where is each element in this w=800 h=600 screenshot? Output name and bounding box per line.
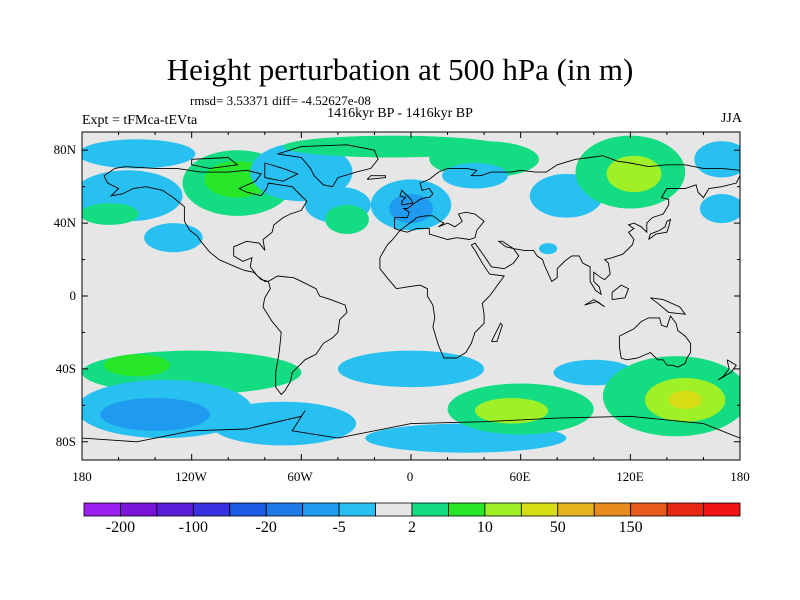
season-label: JJA: [720, 111, 742, 126]
period-label: 1416kyr BP - 1416kyr BP: [327, 106, 473, 121]
anomaly-region: [699, 193, 740, 224]
colorbar-swatch: [593, 502, 632, 517]
colorbar-swatch: [520, 502, 559, 517]
lon-label-60w: 60W: [287, 469, 313, 484]
anomaly-region: [82, 139, 196, 169]
colorbar-label: 10: [476, 519, 493, 536]
anomaly-region: [668, 390, 702, 409]
anomaly-layer: [82, 135, 740, 453]
lat-label-0: 0: [69, 288, 77, 303]
lon-label-120e: 120E: [616, 469, 644, 484]
colorbar-swatch: [484, 502, 522, 517]
coastline: [648, 218, 672, 240]
anomaly-region: [82, 203, 139, 225]
anomaly-region: [474, 398, 549, 424]
colorbar-label: 2: [408, 519, 416, 536]
coastline: [490, 322, 503, 343]
anomaly-region: [144, 223, 203, 253]
coastline: [611, 284, 630, 301]
colorbar-label: 50: [549, 519, 566, 536]
colorbar-swatch: [411, 502, 449, 517]
plot-title: Height perturbation at 500 hPa (in m): [166, 52, 634, 87]
colorbar-swatch: [156, 502, 194, 517]
anomaly-region: [337, 350, 485, 388]
colorbar-swatch: [120, 502, 158, 517]
anomaly-region: [209, 401, 357, 446]
coastline: [379, 155, 740, 359]
coastline: [618, 315, 692, 368]
coastline: [366, 175, 386, 180]
colorbar-label: -20: [255, 519, 277, 536]
colorbar-swatch: [375, 502, 413, 517]
anomaly-region: [538, 243, 558, 255]
colorbar-swatch: [229, 502, 267, 517]
colorbar: [83, 502, 741, 517]
lat-label-80s: 80S: [55, 434, 76, 449]
lon-label-0: 0: [406, 469, 414, 484]
lat-label-80n: 80N: [53, 142, 76, 157]
coastline: [277, 144, 379, 188]
anomaly-region: [694, 141, 740, 178]
anomaly-region: [389, 193, 433, 224]
lon-label-60e: 60E: [509, 469, 531, 484]
lon-label-180w: 180: [72, 469, 92, 484]
lat-label-40s: 40S: [55, 361, 76, 376]
colorbar-swatch: [630, 502, 668, 517]
coastline: [82, 410, 740, 443]
colorbar-label: 150: [618, 519, 643, 536]
anomaly-region: [100, 398, 210, 431]
colorbar-label: -5: [332, 519, 346, 536]
colorbar-swatch: [448, 502, 486, 517]
anomaly-region: [325, 204, 369, 235]
colorbar-swatch: [302, 502, 340, 517]
lat-label-40n: 40N: [53, 215, 76, 230]
stats-label: rmsd= 3.53371 diff= -4.52627e-08: [190, 93, 371, 108]
colorbar-swatch: [192, 502, 231, 517]
colorbar-swatch: [703, 502, 741, 517]
colorbar-label: -200: [105, 519, 136, 536]
coastline-layer: [82, 144, 740, 443]
coastline: [103, 166, 308, 282]
colorbar-swatch: [557, 502, 595, 517]
experiment-label: Expt = tFMca-tEVta: [82, 113, 198, 128]
coastline: [262, 275, 348, 396]
coastline: [584, 299, 605, 308]
colorbar-label: -100: [178, 519, 208, 536]
coastline: [399, 189, 414, 206]
colorbar-swatch: [83, 502, 121, 517]
colorbar-swatch: [265, 502, 304, 517]
colorbar-swatch: [666, 502, 704, 517]
coastline: [264, 162, 299, 182]
lon-label-180e: 180: [730, 469, 750, 484]
coastline: [191, 157, 239, 169]
coastline: [650, 297, 687, 315]
colorbar-swatch: [338, 502, 376, 517]
anomaly-region: [606, 155, 662, 193]
axis-ticks: [81, 132, 741, 460]
coastline: [717, 359, 737, 381]
anomaly-region: [103, 354, 170, 377]
lon-label-120w: 120W: [175, 469, 207, 484]
anomaly-region: [250, 142, 353, 202]
